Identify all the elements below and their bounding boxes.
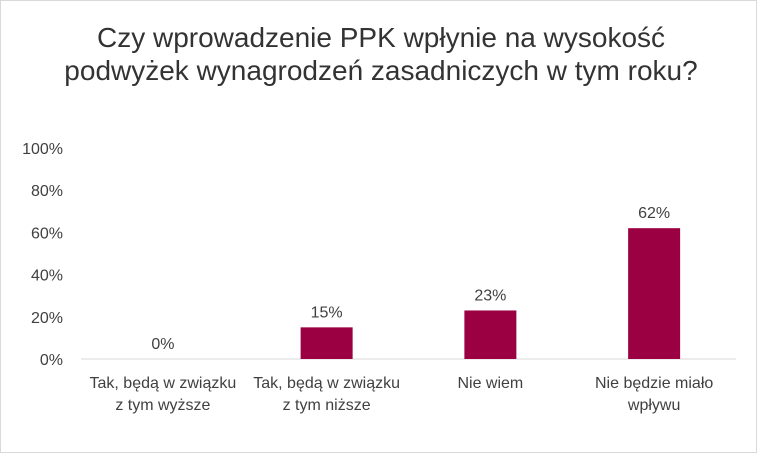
y-tick-label: 60% [31,225,63,242]
y-tick-label: 0% [40,352,63,369]
x-tick-label: Nie wiem [457,375,524,392]
x-tick-label: Nie będzie miało wpływu [594,375,714,414]
bar [464,310,517,359]
y-tick-label: 80% [31,183,63,200]
data-label: 0% [151,336,174,353]
bar [628,228,681,359]
data-label: 15% [311,304,343,321]
data-label: 62% [638,205,670,222]
y-tick-label: 40% [31,268,63,285]
y-tick-label: 100% [22,141,63,158]
x-tick-label: Tak, będą w związku z tym niższe [253,375,400,414]
data-label: 23% [474,287,506,304]
chart-title: Czy wprowadzenie PPK wpłynie na wysokość… [64,22,698,86]
bar [300,327,353,359]
y-tick-label: 20% [31,310,63,327]
x-tick-label: Tak, będą w związku z tym wyższe [89,375,237,414]
